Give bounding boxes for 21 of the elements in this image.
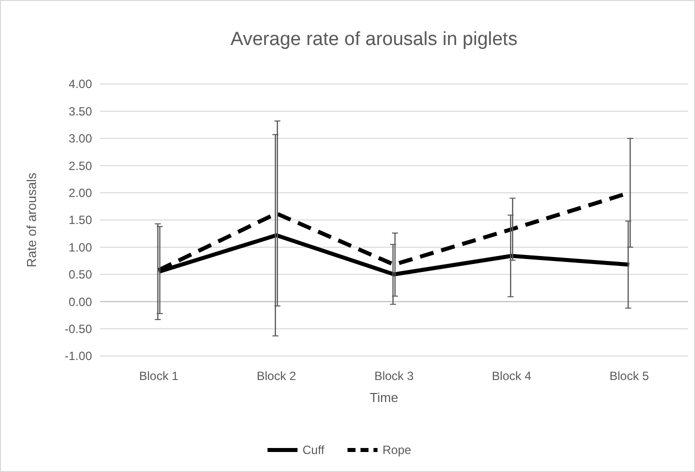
x-tick-label: Block 5 bbox=[610, 369, 650, 383]
legend-label: Cuff bbox=[302, 443, 325, 458]
y-tick-label: -1.00 bbox=[64, 349, 92, 364]
y-tick-label: 0.50 bbox=[68, 268, 92, 282]
y-tick-label: -0.50 bbox=[64, 322, 92, 336]
y-tick-label: 3.00 bbox=[68, 132, 92, 146]
legend-label: Rope bbox=[382, 443, 412, 458]
y-tick-label: 2.00 bbox=[68, 186, 92, 200]
y-tick-label: 3.50 bbox=[68, 104, 92, 118]
y-axis-title: Rate of arousals bbox=[24, 172, 39, 268]
x-axis-title: Time bbox=[370, 390, 398, 405]
x-tick-label: Block 2 bbox=[256, 369, 296, 383]
x-tick-label: Block 3 bbox=[374, 369, 414, 383]
x-tick-label: Block 1 bbox=[139, 369, 179, 383]
y-tick-label: 4.00 bbox=[68, 77, 92, 92]
chart-title: Average rate of arousals in piglets bbox=[230, 29, 518, 50]
y-tick-label: 0.00 bbox=[68, 294, 92, 309]
y-tick-label: 2.50 bbox=[68, 158, 92, 173]
y-tick-label: 1.50 bbox=[68, 213, 92, 228]
x-tick-label: Block 4 bbox=[492, 369, 532, 383]
y-tick-label: 1.00 bbox=[68, 240, 92, 254]
